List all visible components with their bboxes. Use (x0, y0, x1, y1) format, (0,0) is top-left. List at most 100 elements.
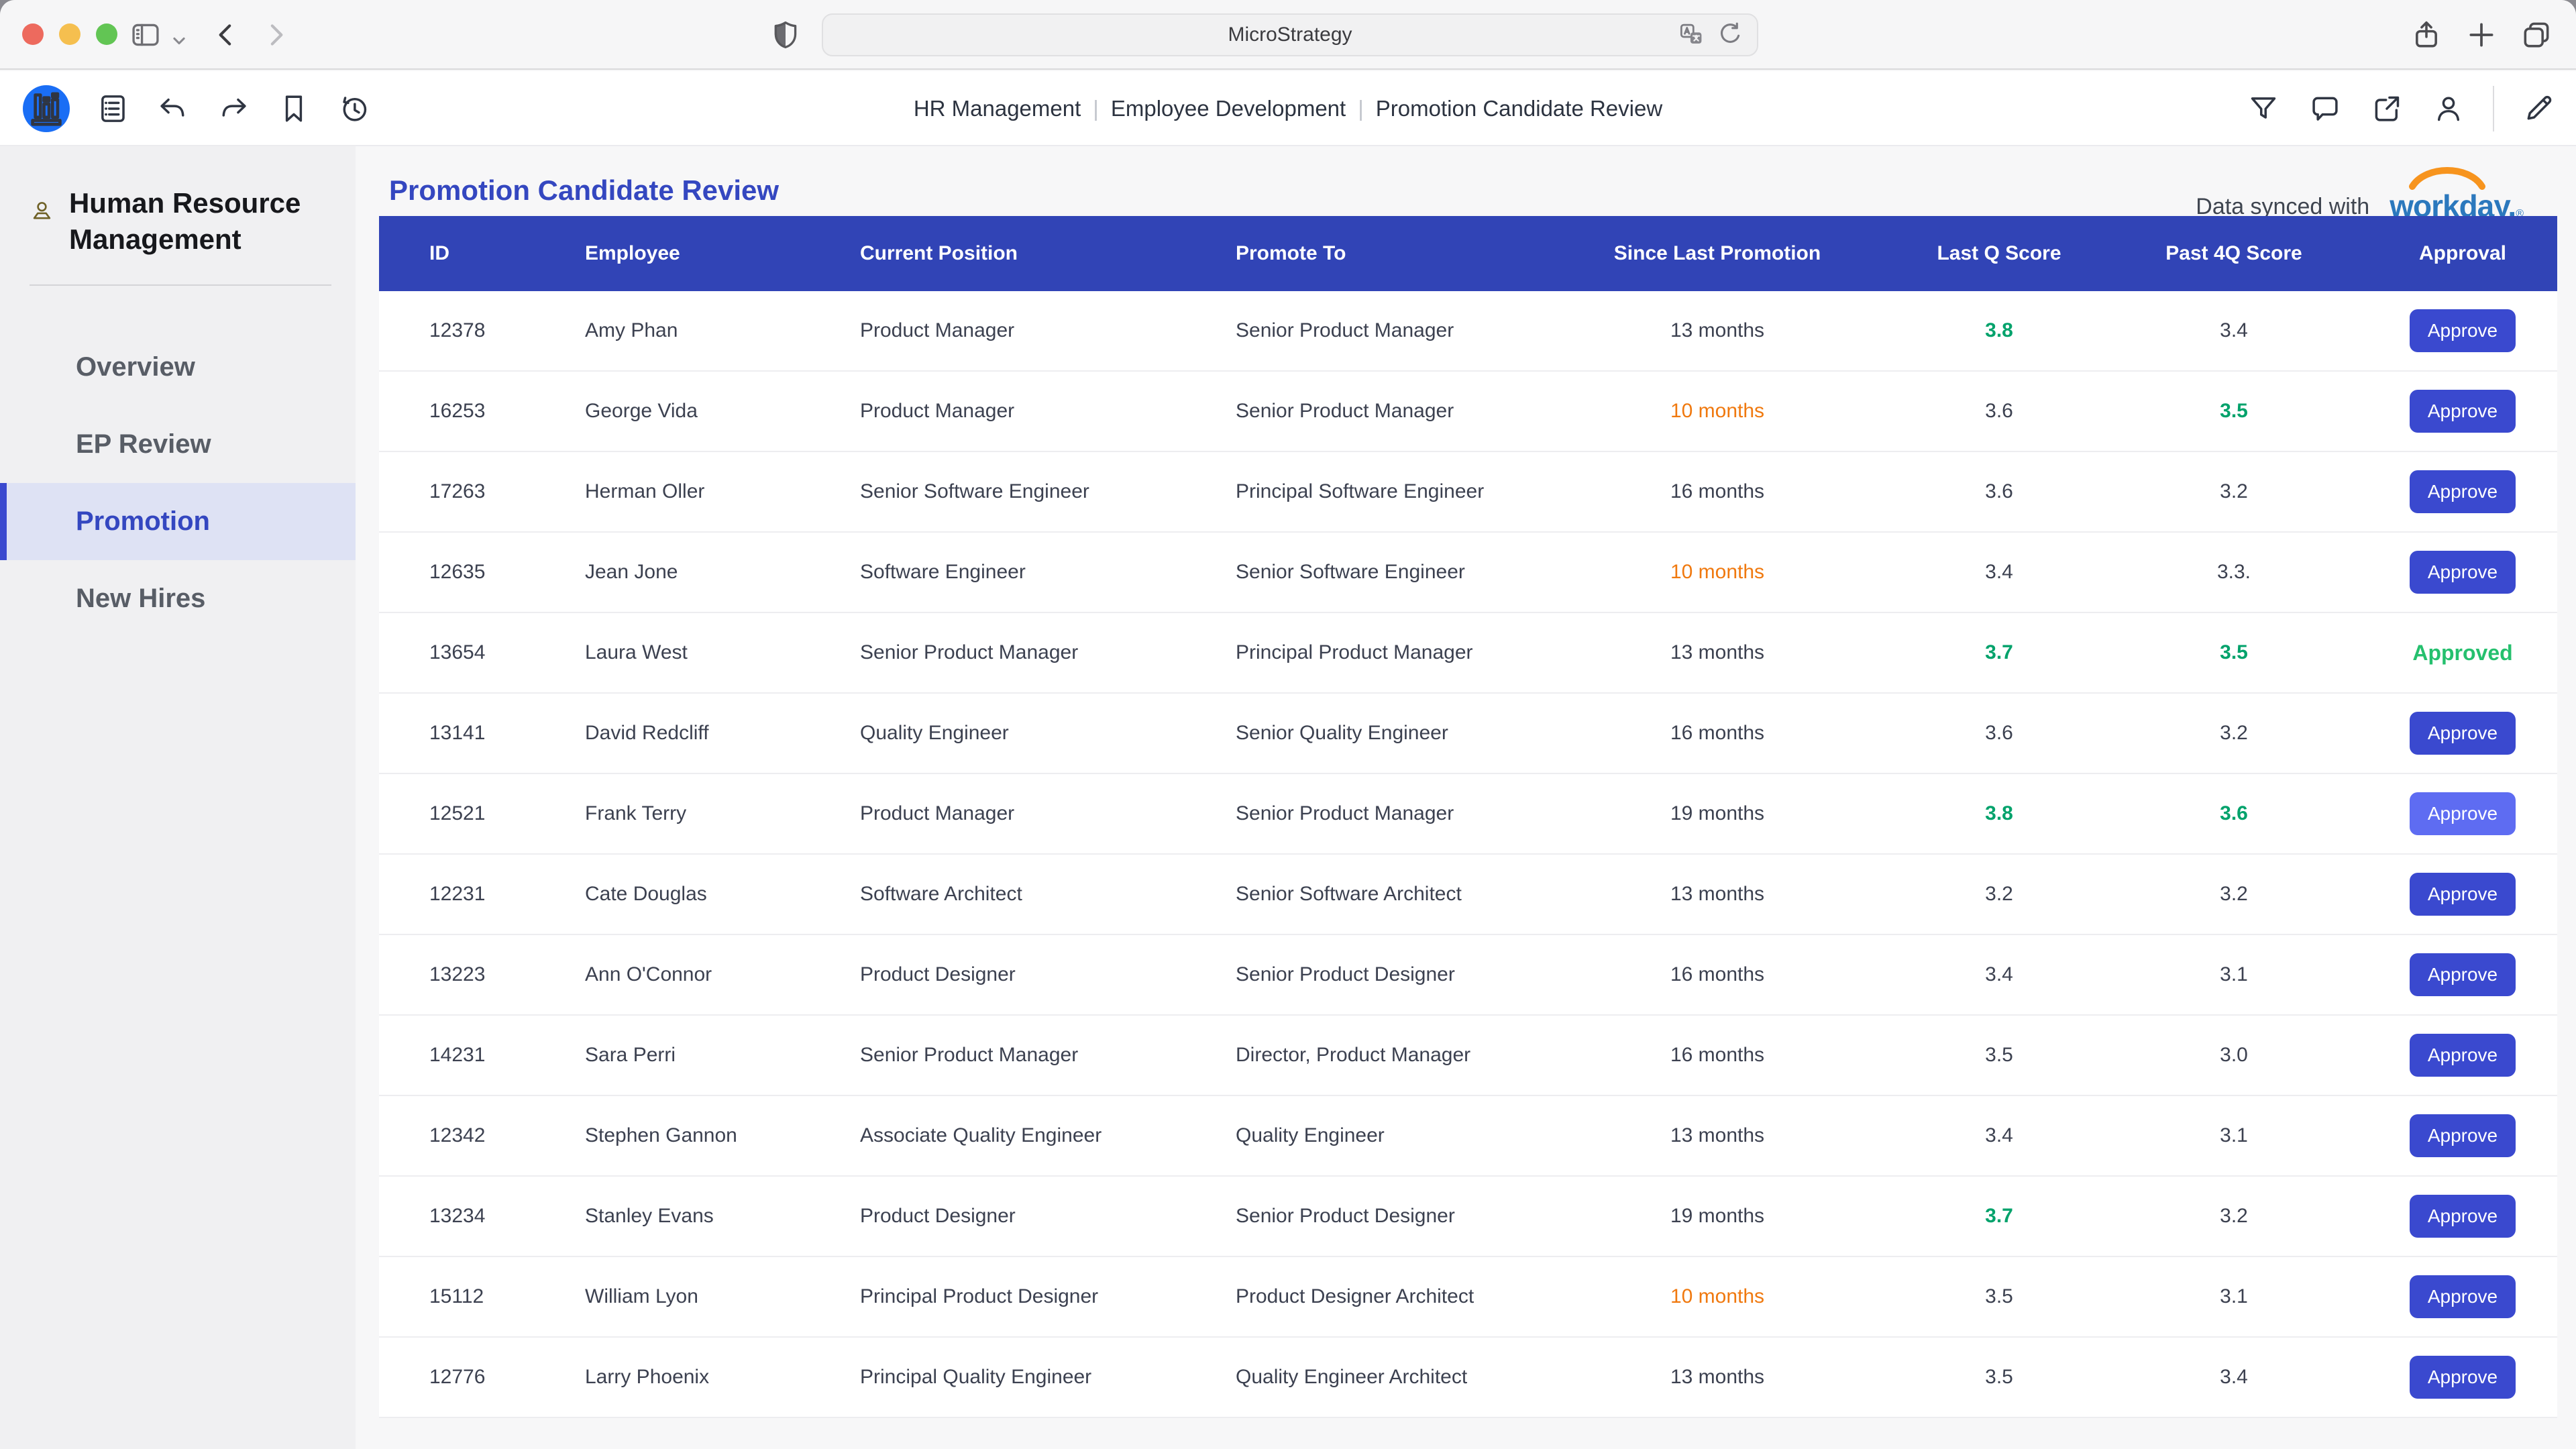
cell-last-q-score: 3.7 (1898, 641, 2100, 664)
cell-id: 15112 (379, 1285, 577, 1308)
table-of-contents-icon[interactable] (95, 91, 130, 126)
new-tab-icon[interactable] (2465, 18, 2498, 52)
cell-past-4q-score: 3.1 (2100, 963, 2368, 986)
workday-arc-icon (2407, 162, 2487, 192)
tab-overview-icon[interactable] (2520, 18, 2553, 52)
cell-approval: Approve (2368, 792, 2557, 835)
cell-past-4q-score: 3.6 (2100, 802, 2368, 825)
cell-approval: Approve (2368, 953, 2557, 996)
sidebar-item-ep-review[interactable]: EP Review (0, 406, 356, 483)
cell-since-last-promotion: 13 months (1536, 883, 1898, 906)
cell-employee: Stanley Evans (577, 1205, 852, 1228)
address-bar[interactable]: MicroStrategy (822, 13, 1758, 56)
cell-approval: Approve (2368, 470, 2557, 513)
cell-approval: Approve (2368, 1275, 2557, 1318)
cell-current-position: Product Manager (852, 319, 1228, 342)
cell-approval: Approve (2368, 1195, 2557, 1238)
cell-current-position: Product Manager (852, 802, 1228, 825)
account-icon[interactable] (2431, 91, 2466, 126)
redo-icon[interactable] (216, 91, 251, 126)
cell-approval: Approve (2368, 1034, 2557, 1077)
cell-current-position: Product Designer (852, 1205, 1228, 1228)
cell-last-q-score: 3.6 (1898, 400, 2100, 423)
cell-past-4q-score: 3.1 (2100, 1124, 2368, 1147)
sidebar-toggle-icon[interactable] (129, 18, 162, 52)
reload-icon[interactable] (1715, 19, 1745, 49)
breadcrumb-item: Promotion Candidate Review (1376, 96, 1662, 121)
sidebar-header: Human Resource Management (0, 146, 356, 258)
cell-id: 12342 (379, 1124, 577, 1147)
approve-button[interactable]: Approve (2410, 1034, 2516, 1077)
cell-id: 12776 (379, 1366, 577, 1389)
sidebar-item-promotion[interactable]: Promotion (0, 483, 356, 560)
cell-since-last-promotion: 13 months (1536, 641, 1898, 664)
table-row: 13234 Stanley Evans Product Designer Sen… (379, 1177, 2557, 1257)
cell-promote-to: Senior Product Manager (1228, 802, 1536, 825)
filter-icon[interactable] (2246, 91, 2281, 126)
sidebar: Human Resource Management Overview EP Re… (0, 146, 356, 1449)
approve-button[interactable]: Approve (2410, 1356, 2516, 1399)
privacy-shield-icon[interactable] (769, 18, 802, 52)
approve-button[interactable]: Approve (2410, 390, 2516, 433)
table-row: 12342 Stephen Gannon Associate Quality E… (379, 1096, 2557, 1177)
approve-button[interactable]: Approve (2410, 1195, 2516, 1238)
cell-id: 12521 (379, 802, 577, 825)
cell-past-4q-score: 3.0 (2100, 1044, 2368, 1067)
approve-button[interactable]: Approve (2410, 873, 2516, 916)
cell-approval: Approved (2368, 641, 2557, 665)
cell-approval: Approve (2368, 309, 2557, 352)
approve-button[interactable]: Approve (2410, 551, 2516, 594)
approve-button[interactable]: Approve (2410, 1275, 2516, 1318)
cell-approval: Approve (2368, 712, 2557, 755)
approve-button[interactable]: Approve (2410, 309, 2516, 352)
minimize-window-button[interactable] (59, 23, 80, 45)
back-button-icon[interactable] (209, 18, 243, 52)
cell-last-q-score: 3.5 (1898, 1044, 2100, 1067)
cell-promote-to: Principal Product Manager (1228, 641, 1536, 664)
cell-employee: Cate Douglas (577, 883, 852, 906)
translate-icon[interactable] (1676, 19, 1706, 49)
approve-button[interactable]: Approve (2410, 712, 2516, 755)
browser-chrome: MicroStrategy (0, 0, 2576, 70)
cell-last-q-score: 3.2 (1898, 883, 2100, 906)
cell-since-last-promotion: 16 months (1536, 963, 1898, 986)
chevron-down-icon[interactable] (168, 24, 191, 58)
cell-id: 13223 (379, 963, 577, 986)
sidebar-item-overview[interactable]: Overview (0, 329, 356, 406)
table-row: 12231 Cate Douglas Software Architect Se… (379, 855, 2557, 935)
zoom-window-button[interactable] (96, 23, 117, 45)
history-icon[interactable] (337, 91, 372, 126)
cell-promote-to: Senior Product Manager (1228, 400, 1536, 423)
approve-button[interactable]: Approve (2410, 470, 2516, 513)
sidebar-item-new-hires[interactable]: New Hires (0, 560, 356, 637)
undo-icon[interactable] (156, 91, 191, 126)
cell-employee: Laura West (577, 641, 852, 664)
approve-button[interactable]: Approve (2410, 792, 2516, 835)
cell-promote-to: Director, Product Manager (1228, 1044, 1536, 1067)
table-body: 12378 Amy Phan Product Manager Senior Pr… (379, 291, 2557, 1418)
cell-current-position: Product Designer (852, 963, 1228, 986)
share-icon[interactable] (2410, 18, 2443, 52)
col-header-approval: Approval (2368, 242, 2557, 265)
col-header-id: ID (379, 242, 577, 265)
address-bar-text: MicroStrategy (1228, 23, 1352, 46)
cell-since-last-promotion: 10 months (1536, 400, 1898, 423)
forward-button-icon[interactable] (259, 18, 292, 52)
edit-pencil-icon[interactable] (2521, 91, 2556, 126)
cell-past-4q-score: 3.1 (2100, 1285, 2368, 1308)
cell-last-q-score: 3.8 (1898, 319, 2100, 342)
bookmark-icon[interactable] (276, 91, 311, 126)
cell-since-last-promotion: 16 months (1536, 480, 1898, 503)
comment-icon[interactable] (2308, 91, 2343, 126)
share-dashboard-icon[interactable] (2369, 91, 2404, 126)
approve-button[interactable]: Approve (2410, 1114, 2516, 1157)
close-window-button[interactable] (22, 23, 44, 45)
breadcrumb-separator: | (1358, 96, 1364, 121)
breadcrumb-separator: | (1093, 96, 1099, 121)
cell-promote-to: Senior Product Designer (1228, 1205, 1536, 1228)
cell-current-position: Software Engineer (852, 561, 1228, 584)
cell-past-4q-score: 3.5 (2100, 641, 2368, 664)
approve-button[interactable]: Approve (2410, 953, 2516, 996)
cell-since-last-promotion: 10 months (1536, 561, 1898, 584)
microstrategy-logo-icon[interactable] (23, 85, 70, 132)
